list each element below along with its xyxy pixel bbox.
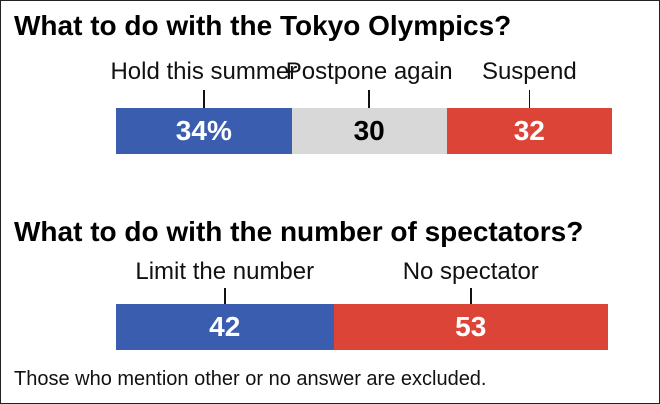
leader-tick — [528, 90, 531, 108]
chart-title: What to do with the Tokyo Olympics? — [14, 10, 512, 41]
footnote: Those who mention other or no answer are… — [14, 368, 487, 390]
data-label: 34% — [175, 115, 232, 146]
bar-segment: 53 — [333, 304, 608, 350]
category-label: No spectator — [402, 258, 539, 285]
data-label: 30 — [353, 115, 385, 146]
data-label: 32 — [513, 115, 545, 146]
data-label: 42 — [209, 311, 241, 342]
stacked-bar: 42 53 — [116, 304, 608, 350]
leader-tick — [224, 288, 226, 304]
category-label: Postpone again — [285, 58, 453, 85]
category-label: Suspend — [481, 58, 577, 85]
stacked-bar: 34% 30 32 — [116, 108, 612, 154]
bar-segment: 34% — [116, 108, 292, 154]
category-label: Hold this summer — [110, 58, 298, 85]
chart-title: What to do with the number of spectators… — [14, 216, 584, 247]
leader-tick — [470, 288, 472, 304]
leader-tick — [203, 90, 205, 108]
bar-segment: 42 — [116, 304, 334, 350]
bar-segment: 30 — [291, 108, 447, 154]
bar-segment: 32 — [446, 108, 612, 154]
category-label: Limit the number — [135, 258, 315, 285]
leader-tick — [368, 90, 370, 108]
data-label: 53 — [455, 311, 487, 342]
